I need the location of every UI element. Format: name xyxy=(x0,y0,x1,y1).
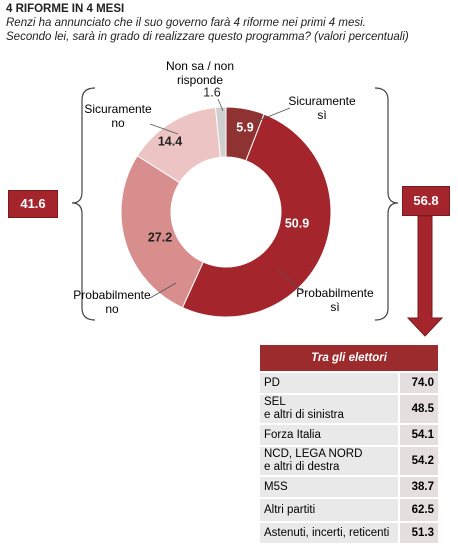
table-row: M5S 38.7 xyxy=(258,475,440,499)
value-label: 14.4 xyxy=(158,134,182,148)
table-row: Astenuti, incerti, reticenti 51.3 xyxy=(258,521,440,545)
leader-line xyxy=(254,107,291,123)
table-value: 48.5 xyxy=(398,393,440,425)
category-label: Sicuramente sì xyxy=(288,94,356,122)
table-label: PD xyxy=(258,371,400,395)
value-label: 1.6 xyxy=(203,85,220,99)
table-value: 54.1 xyxy=(398,423,440,447)
category-label: Probabilmente no xyxy=(73,288,151,316)
category-label: Non sa / non risponde xyxy=(165,59,235,87)
table: Tra gli elettori PD 74.0 SEL e altri di sin… xyxy=(258,343,440,545)
donut-slice xyxy=(181,113,332,318)
value-label: 27.2 xyxy=(148,230,172,244)
table-row: SEL e altri di sinistra 48.5 xyxy=(258,393,440,425)
subtitle: Renzi ha annunciato che il suo governo f… xyxy=(6,17,366,29)
table-label: Forza Italia xyxy=(258,423,400,447)
table-row: Altri partiti 62.5 xyxy=(258,497,440,523)
table-label: NCD, LEGA NORD e altri di destra xyxy=(258,445,400,477)
table-value: 74.0 xyxy=(398,371,440,395)
leader-line xyxy=(149,282,177,299)
table-label: M5S xyxy=(258,475,400,499)
table-value: 54.2 xyxy=(398,445,440,477)
value-label: 5.9 xyxy=(236,120,253,134)
leader-line xyxy=(217,98,224,112)
table-label: Altri partiti xyxy=(258,497,400,523)
brace xyxy=(374,87,399,321)
leader-line xyxy=(149,123,179,135)
category-label: Sicuramente no xyxy=(84,102,152,130)
table-label: Astenuti, incerti, reticenti xyxy=(258,521,400,545)
subtitle: Secondo lei, sarà in grado di realizzare… xyxy=(6,31,409,43)
table-row: PD 74.0 xyxy=(258,371,440,395)
leader-line xyxy=(277,269,304,293)
table-value: 38.7 xyxy=(398,475,440,499)
total-left: 41.6 xyxy=(8,190,58,218)
table-row: Forza Italia 54.1 xyxy=(258,423,440,447)
value-label: 50.9 xyxy=(285,216,309,230)
table-value: 51.3 xyxy=(398,521,440,545)
total-right: 56.8 xyxy=(402,186,450,216)
arrow xyxy=(406,215,444,337)
donut-slice xyxy=(120,155,204,309)
donut-slice xyxy=(214,106,227,158)
brace xyxy=(71,87,96,321)
table-row: NCD, LEGA NORD e altri di destra 54.2 xyxy=(258,445,440,477)
category-label: Probabilmente sì xyxy=(296,286,374,314)
chart-title: 4 RIFORME IN 4 MESI xyxy=(6,3,125,15)
table-label: SEL e altri di sinistra xyxy=(258,393,400,425)
table-value: 62.5 xyxy=(398,497,440,523)
table-header: Tra gli elettori xyxy=(258,343,440,373)
